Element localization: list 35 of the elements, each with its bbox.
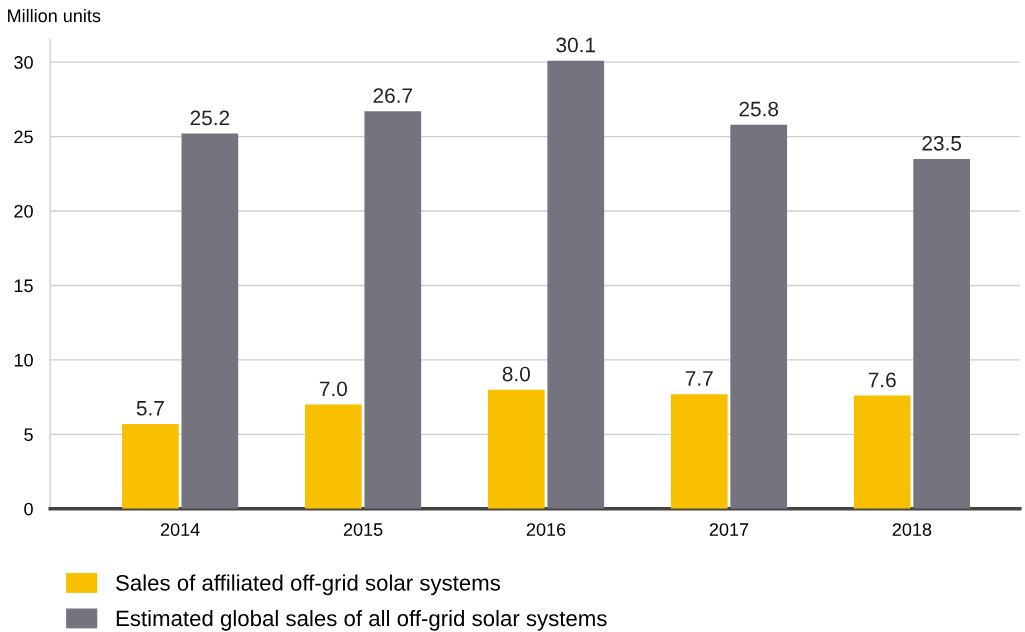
- legend-label: Sales of affiliated off-grid solar systems: [116, 574, 501, 596]
- data-label: 5.7: [136, 401, 164, 416]
- data-label: 26.7: [373, 88, 413, 103]
- data-label: 25.8: [739, 101, 779, 117]
- bar: [547, 60, 605, 509]
- x-tick-label: 2014: [160, 523, 200, 536]
- bar: [181, 133, 239, 509]
- x-tick-label: 2018: [892, 523, 932, 536]
- bar: [730, 124, 788, 509]
- y-tick-label: 0: [24, 502, 33, 516]
- data-label: 7.0: [319, 381, 348, 397]
- x-tick-label: 2016: [526, 523, 566, 536]
- x-tick-label: 2017: [709, 523, 749, 536]
- data-label: 7.6: [868, 372, 896, 388]
- data-label: 23.5: [922, 135, 962, 151]
- bar: [853, 395, 911, 509]
- data-label: 8.0: [502, 366, 530, 382]
- bar: [913, 158, 971, 509]
- bar: [122, 423, 179, 509]
- bar: [487, 389, 545, 509]
- y-tick-label: 5: [24, 428, 33, 442]
- bar: [304, 404, 362, 509]
- y-tick-label: 10: [14, 353, 33, 367]
- y-tick-label: 20: [14, 204, 33, 218]
- bar: [670, 394, 728, 509]
- legend-label: Estimated global sales of all off-grid solar systems: [116, 609, 607, 631]
- y-tick-label: 15: [14, 279, 33, 293]
- data-label: 25.2: [190, 110, 230, 126]
- y-tick-label: 25: [14, 130, 33, 144]
- data-label: 30.1: [556, 37, 596, 53]
- x-tick-label: 2015: [343, 523, 383, 536]
- data-label: 7.7: [685, 371, 713, 386]
- y-tick-label: 30: [14, 56, 33, 69]
- y-axis-title: Million units: [8, 8, 101, 23]
- bar: [364, 111, 422, 509]
